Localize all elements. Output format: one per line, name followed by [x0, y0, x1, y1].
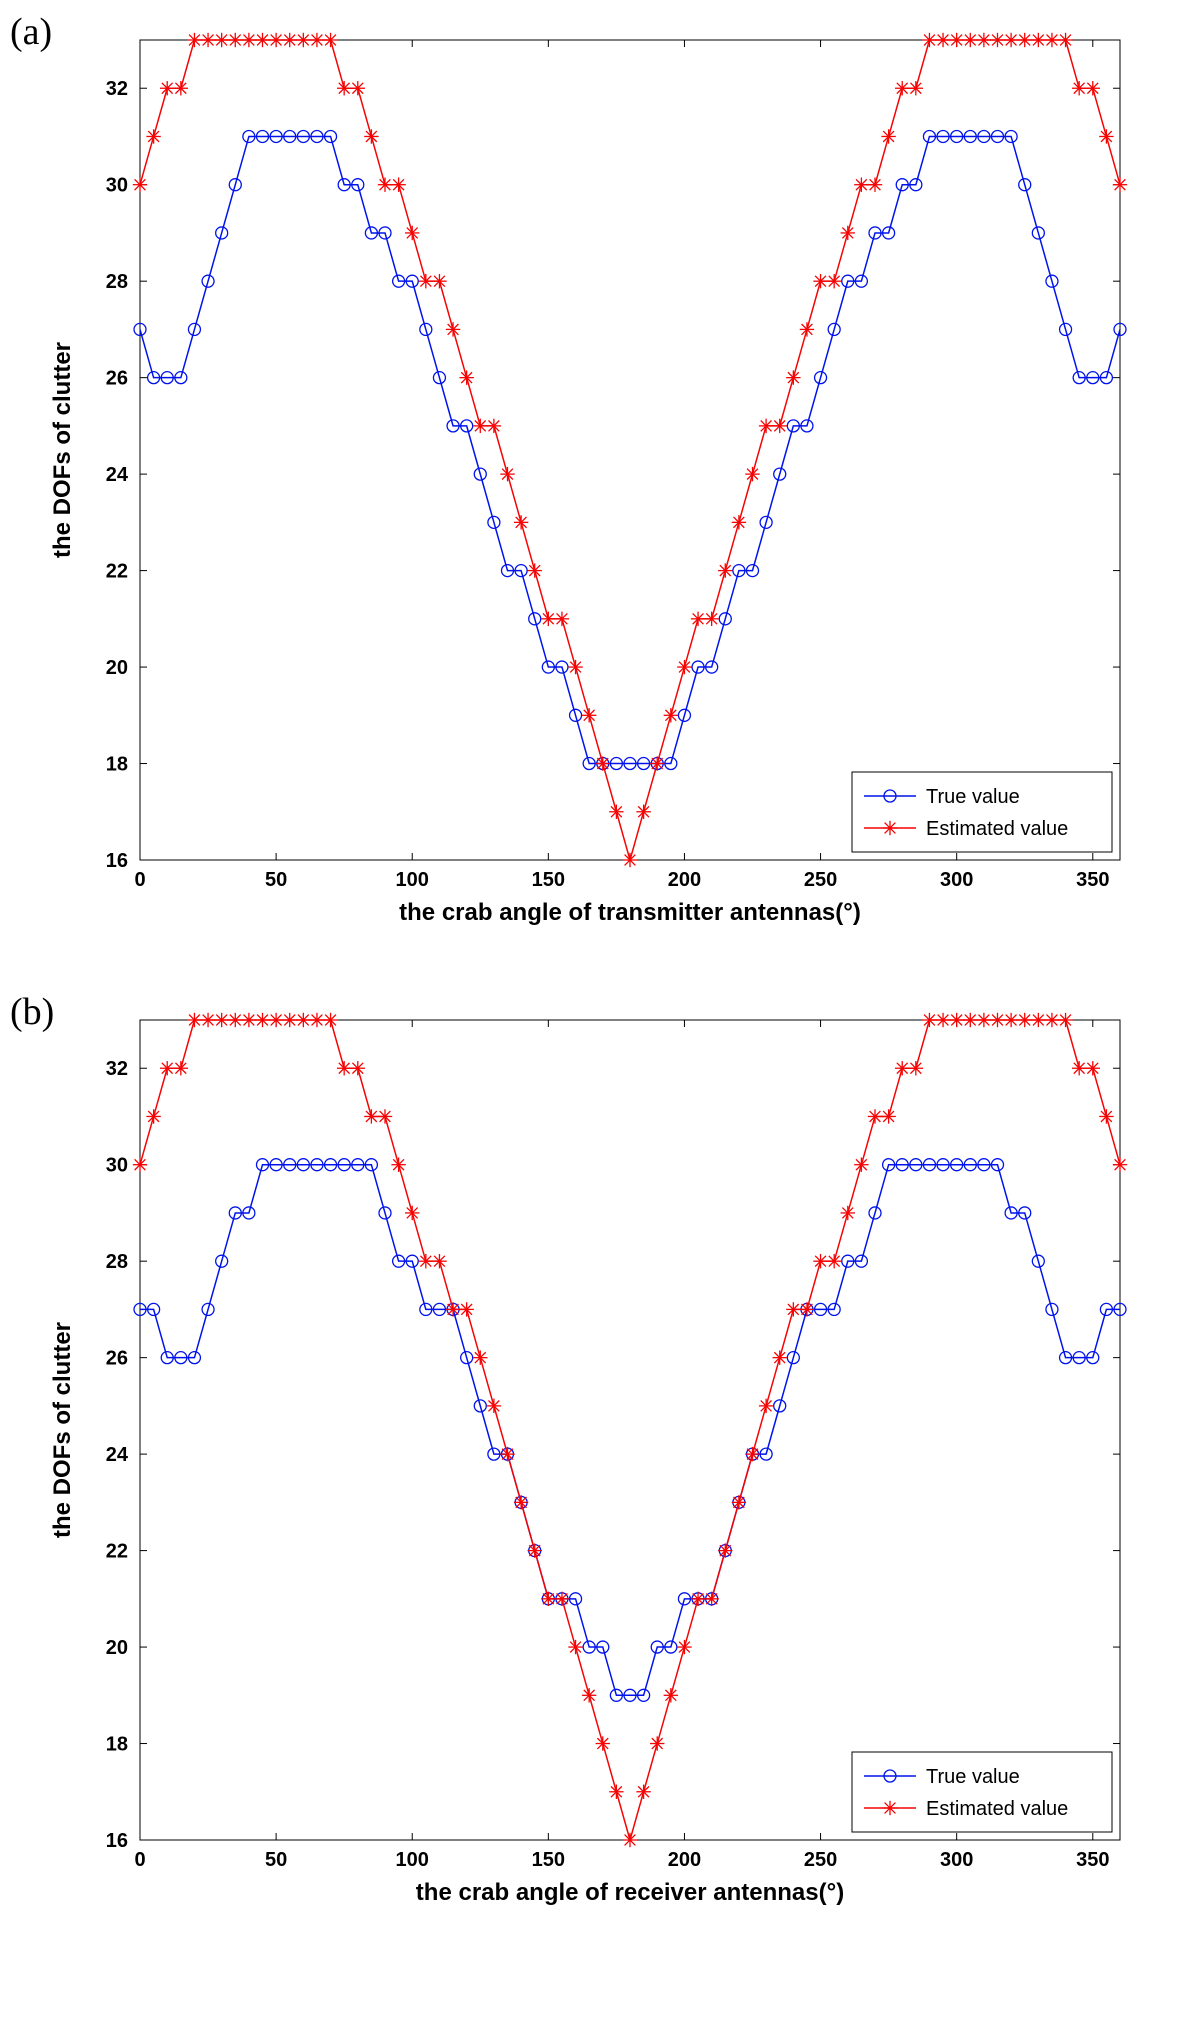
svg-text:28: 28	[106, 1251, 128, 1273]
svg-text:150: 150	[532, 869, 565, 891]
svg-text:18: 18	[106, 1734, 128, 1756]
svg-text:True value: True value	[926, 1766, 1020, 1788]
svg-text:the DOFs of clutter: the DOFs of clutter	[49, 342, 76, 558]
chart-b: 0 50 100 150 200 250 300 350 16 18 20 22 24 26 28 30 32 t…	[20, 1000, 1140, 1920]
svg-text:the DOFs of clutter: the DOFs of clutter	[49, 1322, 76, 1538]
svg-text:30: 30	[106, 175, 128, 197]
svg-text:32: 32	[106, 1058, 128, 1080]
svg-text:32: 32	[106, 78, 128, 100]
svg-text:30: 30	[106, 1155, 128, 1177]
svg-text:150: 150	[532, 1849, 565, 1871]
svg-text:Estimated value: Estimated value	[926, 818, 1068, 840]
svg-text:0: 0	[134, 869, 145, 891]
svg-text:the crab angle of transmitter: the crab angle of transmitter antennas(°…	[399, 899, 861, 926]
panel-a-label: (a)	[10, 10, 52, 54]
svg-text:0: 0	[134, 1849, 145, 1871]
svg-text:16: 16	[106, 1830, 128, 1852]
panel-b: (b) 050100150200250300350161820222426283…	[20, 1000, 1180, 1920]
svg-text:250: 250	[804, 1849, 837, 1871]
svg-text:26: 26	[106, 1348, 128, 1370]
svg-text:350: 350	[1076, 869, 1109, 891]
svg-text:50: 50	[265, 869, 287, 891]
panel-a: (a) 050100150200250300350161820222426283…	[20, 20, 1180, 940]
svg-text:50: 50	[265, 1849, 287, 1871]
panel-b-label: (b)	[10, 990, 54, 1034]
svg-text:100: 100	[396, 869, 429, 891]
svg-text:True value: True value	[926, 786, 1020, 808]
svg-text:200: 200	[668, 1849, 701, 1871]
svg-text:350: 350	[1076, 1849, 1109, 1871]
svg-text:the crab angle of receiver ant: the crab angle of receiver antennas(°)	[416, 1879, 844, 1906]
svg-text:22: 22	[106, 561, 128, 583]
figure-container: (a) 050100150200250300350161820222426283…	[20, 20, 1180, 1920]
svg-text:16: 16	[106, 850, 128, 872]
svg-text:300: 300	[940, 1849, 973, 1871]
svg-text:Estimated value: Estimated value	[926, 1798, 1068, 1820]
svg-text:26: 26	[106, 368, 128, 390]
svg-text:22: 22	[106, 1541, 128, 1563]
svg-text:28: 28	[106, 271, 128, 293]
svg-text:200: 200	[668, 869, 701, 891]
svg-text:20: 20	[106, 1637, 128, 1659]
chart-a: 0 50 100 150 200 250 300 350 16 18 20 22 24 26 28 30 32 t…	[20, 20, 1140, 940]
svg-text:24: 24	[106, 464, 129, 486]
svg-text:300: 300	[940, 869, 973, 891]
svg-text:100: 100	[396, 1849, 429, 1871]
svg-text:20: 20	[106, 657, 128, 679]
svg-text:24: 24	[106, 1444, 129, 1466]
svg-text:250: 250	[804, 869, 837, 891]
svg-text:18: 18	[106, 754, 128, 776]
